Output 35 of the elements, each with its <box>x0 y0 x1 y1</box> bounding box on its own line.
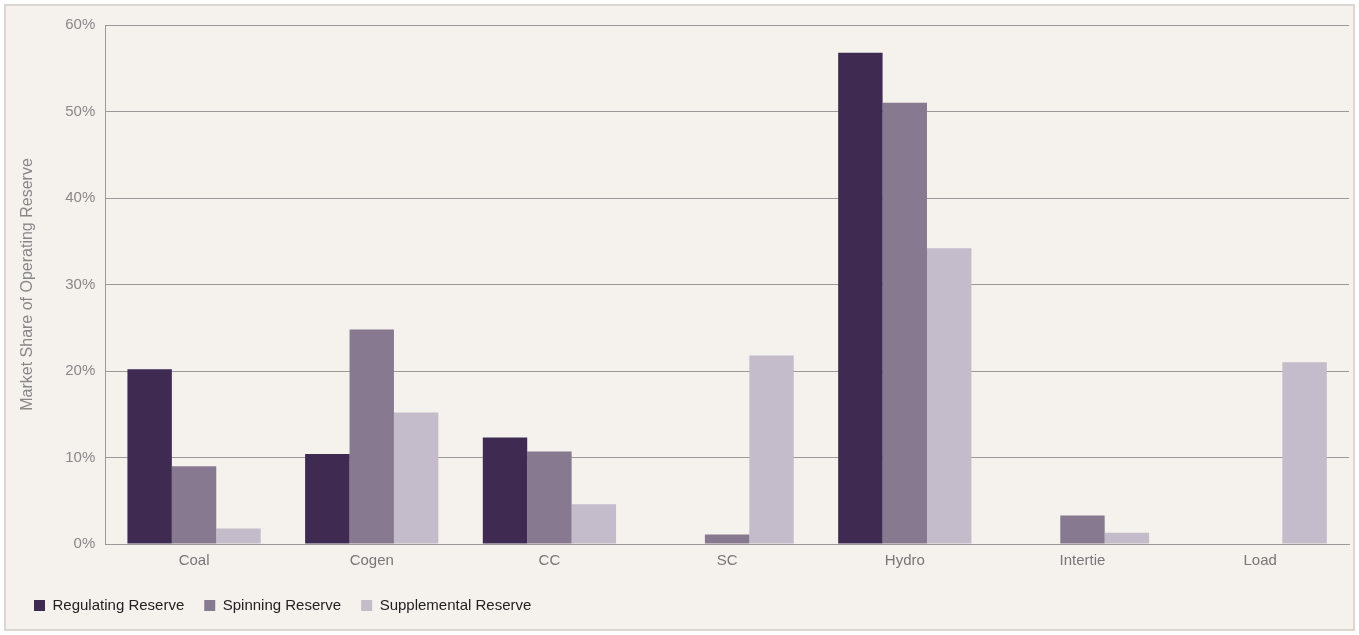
x-tick-label: SC <box>716 551 738 569</box>
bar <box>349 329 394 544</box>
bar <box>216 528 261 544</box>
y-tick-label: 10% <box>65 447 96 465</box>
bar <box>127 369 172 544</box>
bar <box>1104 532 1150 544</box>
y-tick-label: 30% <box>65 274 96 292</box>
bar <box>482 437 528 544</box>
bar <box>882 102 927 544</box>
x-tick-label: Hydro <box>884 551 925 569</box>
y-axis-title: Market Share of Operating Reserve <box>18 158 36 411</box>
bar <box>305 454 350 544</box>
bar <box>527 451 572 544</box>
y-tick-label: 20% <box>65 361 96 379</box>
x-tick-label: Intertie <box>1059 551 1106 569</box>
x-tick-label: Coal <box>178 551 210 569</box>
bar <box>704 534 750 544</box>
bar <box>927 248 972 544</box>
y-tick-label: 40% <box>65 188 96 206</box>
legend-label: Regulating Reserve <box>52 595 185 613</box>
y-tick-label: 0% <box>73 534 96 552</box>
bar <box>571 504 617 544</box>
bar <box>749 355 794 544</box>
bar <box>1060 515 1105 544</box>
y-tick-label: 60% <box>65 15 96 33</box>
bar <box>393 412 439 544</box>
x-tick-label: CC <box>538 551 561 569</box>
bar <box>1282 362 1327 544</box>
bar <box>838 52 883 544</box>
y-tick-label: 50% <box>65 101 96 119</box>
legend-label: Spinning Reserve <box>222 595 342 613</box>
legend-label: Supplemental Reserve <box>379 595 532 613</box>
x-tick-label: Cogen <box>349 551 394 569</box>
bar <box>171 466 217 544</box>
x-tick-label: Load <box>1243 551 1277 569</box>
